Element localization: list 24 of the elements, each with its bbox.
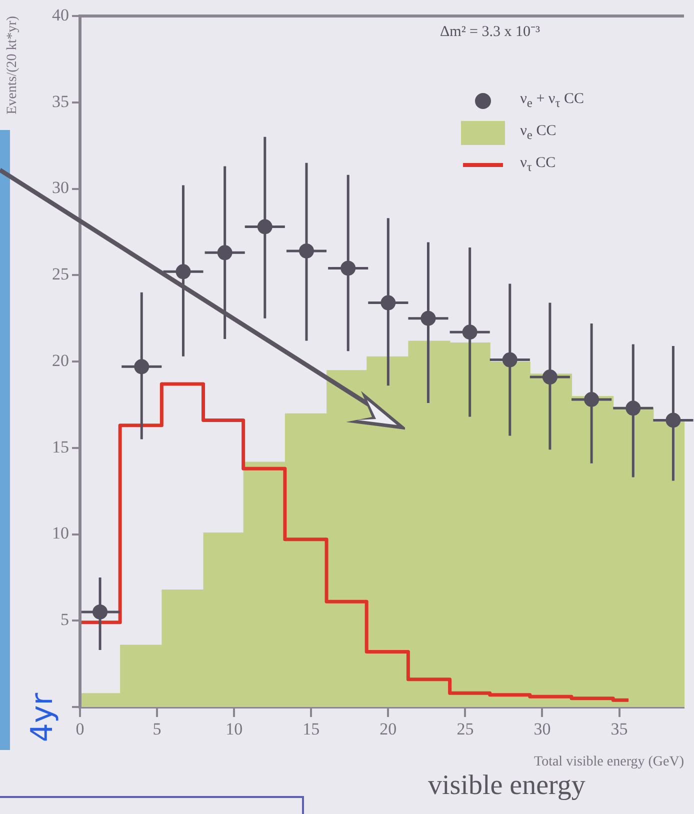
x-tick-label: 0 [76,720,84,739]
x-tick-label: 15 [302,720,320,739]
x-tick-label: 20 [380,720,397,739]
y-tick-label: 25 [52,264,69,284]
y-tick-label: 5 [60,610,69,630]
legend-label: ν$_{e}$ + ν$_{τ}$ CC [520,91,584,111]
x-tick-label: 25 [456,720,474,739]
x-axis-title: Total visible energy (GeV) [534,754,684,770]
text: 4yr [25,692,60,742]
y-tick-label: 40 [52,5,69,24]
legend-label: ν$_{τ}$ CC [520,155,556,175]
y-tick-label: 10 [52,524,69,543]
y-tick-label: 20 [52,350,69,370]
x-tick-label: 30 [534,720,551,739]
legend-label: ν$_{e}$ CC [520,123,556,143]
y-tick-label: 30 [52,178,69,198]
text: visible energy [428,770,586,802]
x-tick-label: 10 [226,720,243,739]
y-tick-label: 15 [52,437,69,456]
x-tick-label: 35 [610,720,628,739]
y-axis-title: Events/(20 kt*yr) [5,16,20,114]
y-tick-label: 35 [52,92,69,111]
annotation: Δm² = 3.3 x 10⁻³ [440,23,540,41]
x-tick-label: 5 [152,720,162,739]
